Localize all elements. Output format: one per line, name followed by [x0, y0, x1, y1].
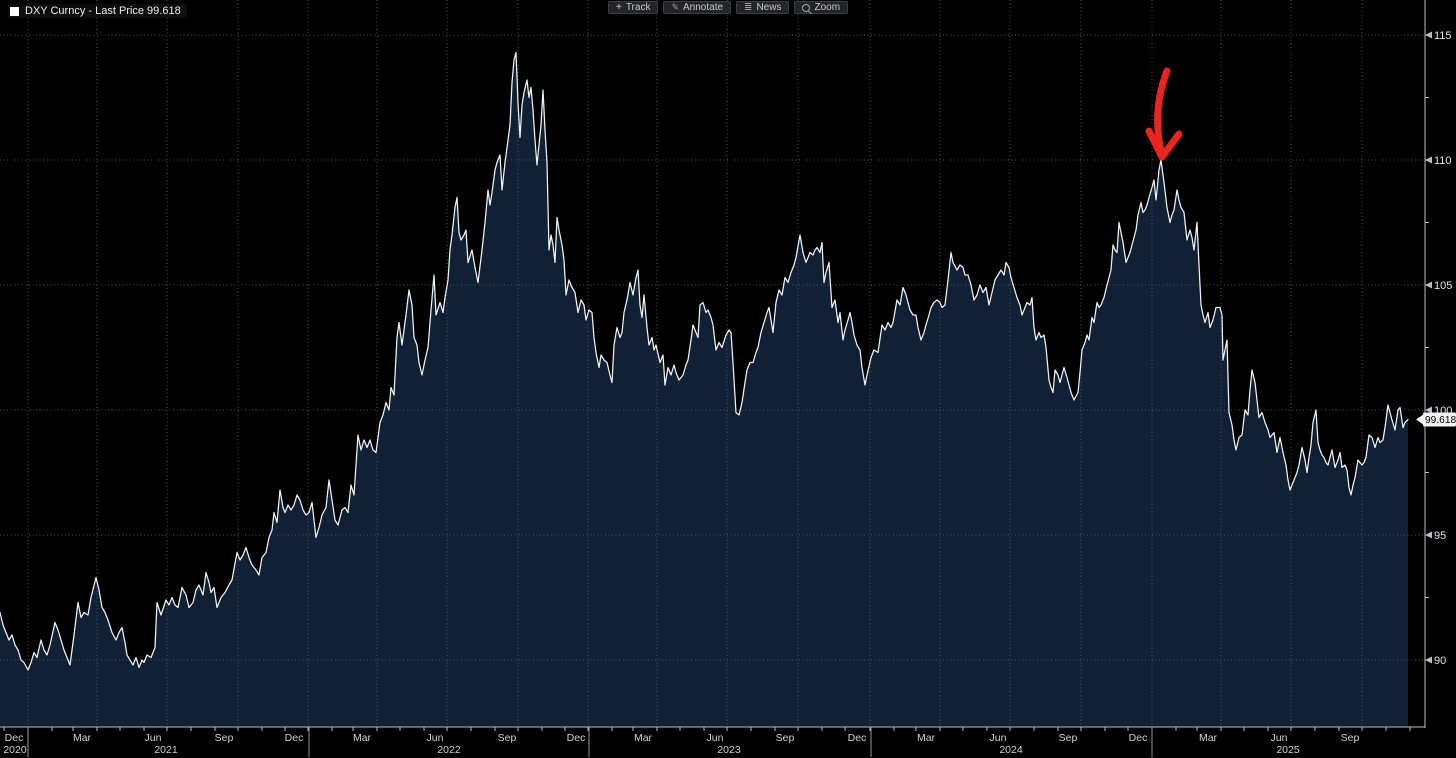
series-swatch-icon [10, 6, 19, 16]
y-tick-arrow-icon [1425, 281, 1432, 289]
x-axis-month-label: Dec [1129, 732, 1148, 744]
news-button[interactable]: News [736, 1, 790, 14]
x-axis-month-label: Mar [73, 732, 92, 744]
y-tick-arrow-icon [1425, 31, 1432, 39]
x-axis-year-label: 2024 [999, 744, 1023, 756]
annotation-arrow-shaft[interactable] [1154, 67, 1171, 155]
chart-toolbar: Track Annotate News Zoom [607, 1, 849, 14]
x-axis-year-label: 2021 [154, 744, 178, 756]
y-tick-arrow-icon [1425, 406, 1432, 414]
x-axis-year-label: 2020 [3, 744, 27, 756]
annotate-button-label: Annotate [683, 2, 724, 13]
x-axis-month-label: Dec [5, 732, 24, 744]
x-axis-month-label: Mar [353, 732, 372, 744]
zoom-button-label: Zoom [814, 2, 841, 13]
track-button-label: Track [625, 2, 651, 13]
series-legend[interactable]: DXY Curncy - Last Price 99.618 [8, 4, 187, 18]
last-price-tag [1423, 412, 1456, 427]
y-axis-label: 115 [1434, 30, 1452, 42]
x-axis-month-label: Dec [285, 732, 304, 744]
x-axis-month-label: Jun [145, 732, 162, 744]
x-axis-month-label: Jun [990, 732, 1007, 744]
area-fill [0, 52, 1408, 727]
x-axis-month-label: Jun [1271, 732, 1288, 744]
last-price-value: 99.618 [1425, 415, 1456, 426]
x-axis-month-label: Jun [427, 732, 444, 744]
crosshair-icon [616, 3, 622, 13]
x-axis-month-label: Mar [634, 732, 653, 744]
price-line [0, 51, 1409, 671]
y-tick-arrow-icon [1425, 656, 1432, 664]
annotation-arrow-head-icon[interactable] [1145, 127, 1183, 161]
x-axis-month-label: Dec [848, 732, 867, 744]
x-axis-month-label: Sep [498, 732, 517, 744]
y-axis-label: 105 [1434, 280, 1452, 292]
x-axis-year-label: 2022 [437, 744, 461, 756]
track-button[interactable]: Track [607, 1, 659, 14]
pencil-icon [671, 3, 679, 13]
x-axis-month-label: Mar [1199, 732, 1218, 744]
x-axis-month-label: Sep [1341, 732, 1360, 744]
y-axis-label: 95 [1434, 530, 1446, 542]
magnifier-icon [802, 3, 811, 12]
x-axis-month-label: Sep [215, 732, 234, 744]
x-axis-year-label: 2023 [717, 744, 741, 756]
x-axis-month-label: Dec [567, 732, 586, 744]
news-button-label: News [756, 2, 782, 13]
zoom-button[interactable]: Zoom [794, 1, 849, 14]
x-axis-month-label: Jun [707, 732, 724, 744]
x-axis-month-label: Mar [917, 732, 936, 744]
series-legend-label: DXY Curncy - Last Price 99.618 [25, 5, 181, 17]
annotate-button[interactable]: Annotate [663, 1, 732, 14]
news-icon [744, 3, 752, 13]
x-axis-month-label: Sep [1059, 732, 1078, 744]
x-axis-month-label: Sep [776, 732, 795, 744]
y-tick-arrow-icon [1425, 156, 1432, 164]
y-axis-label: 110 [1434, 155, 1452, 167]
y-tick-arrow-icon [1425, 531, 1432, 539]
y-axis-label: 90 [1434, 655, 1446, 667]
last-price-tag-notch [1416, 414, 1424, 426]
x-axis-year-label: 2025 [1276, 744, 1300, 756]
